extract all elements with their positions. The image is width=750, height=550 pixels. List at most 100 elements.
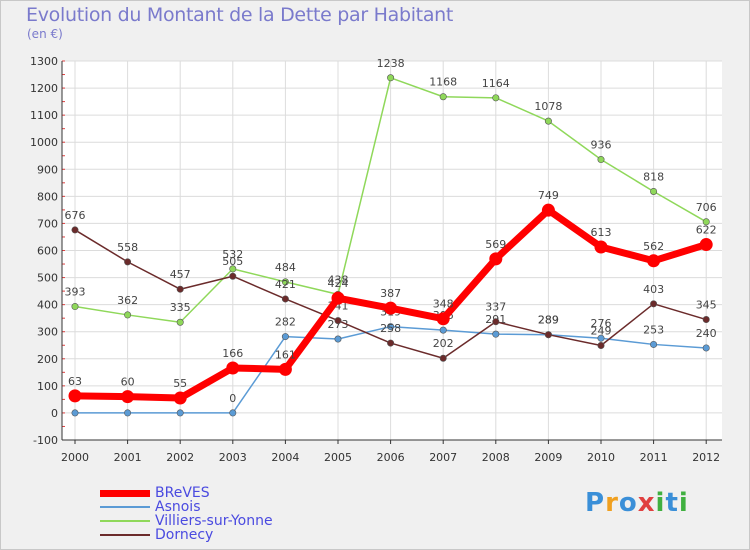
data-label-breves: 562 [643,240,664,253]
data-point-villiers-sur-yonne [597,156,605,164]
data-label-villiers-sur-yonne: 1238 [377,57,405,70]
data-point-breves [173,391,187,405]
y-tick-label: -100 [33,434,58,447]
chart-title: Evolution du Montant de la Dette par Hab… [26,4,454,26]
x-tick-label: 2007 [429,451,457,464]
legend-swatch [100,506,150,508]
data-point-villiers-sur-yonne [387,74,395,82]
data-label-breves: 166 [222,347,243,360]
logo-letter: P [585,488,606,518]
data-point-asnois [176,409,184,417]
data-point-asnois [281,333,289,341]
y-tick-label: 700 [37,217,58,230]
x-tick-label: 2004 [271,451,299,464]
data-point-dornecy [387,339,395,347]
data-label-asnois: 273 [328,318,349,331]
data-label-villiers-sur-yonne: 1078 [534,100,562,113]
data-point-villiers-sur-yonne [492,94,500,102]
data-point-villiers-sur-yonne [439,93,447,101]
y-tick-label: 1200 [30,82,58,95]
data-point-breves [647,254,661,268]
data-point-asnois [702,344,710,352]
data-point-breves [121,390,135,404]
logo-letter: t [665,488,679,518]
data-point-asnois [387,323,395,331]
data-label-villiers-sur-yonne: 532 [222,248,243,261]
y-tick-label: 500 [37,272,58,285]
data-label-villiers-sur-yonne: 438 [328,273,349,286]
data-label-dornecy: 258 [380,322,401,335]
x-tick-label: 2011 [640,451,668,464]
logo-letter: o [618,488,638,518]
legend-item: Dornecy [100,528,213,542]
data-label-dornecy: 202 [433,337,454,350]
y-tick-label: 400 [37,299,58,312]
x-tick-label: 2002 [166,451,194,464]
data-label-villiers-sur-yonne: 335 [170,301,191,314]
data-label-breves: 424 [328,277,349,290]
data-label-villiers-sur-yonne: 936 [591,139,612,152]
data-label-asnois: 276 [591,317,612,330]
data-point-dornecy [492,318,500,326]
data-label-villiers-sur-yonne: 484 [275,261,296,274]
proxiti-logo: Proxiti [585,488,689,518]
data-label-asnois: 289 [538,314,559,327]
data-point-villiers-sur-yonne [281,278,289,286]
legend-label: Villiers-sur-Yonne [155,513,273,529]
data-point-breves [489,252,503,266]
logo-letter: r [605,488,619,518]
data-label-dornecy: 421 [275,278,296,291]
data-label-dornecy: 403 [643,283,664,296]
data-point-breves [541,203,555,217]
data-point-asnois [334,335,342,343]
data-label-dornecy: 249 [591,325,612,338]
data-label-dornecy: 457 [170,268,191,281]
data-label-breves: 387 [380,287,401,300]
data-point-breves [699,238,713,252]
data-label-breves: 161 [275,348,296,361]
data-label-villiers-sur-yonne: 362 [117,294,138,307]
data-point-breves [436,312,450,326]
y-tick-label: 1300 [30,55,58,68]
y-tick-label: 0 [51,407,58,420]
data-point-dornecy [650,300,658,308]
data-point-breves [331,291,345,305]
data-point-asnois [650,340,658,348]
data-point-dornecy [124,258,132,266]
x-tick-label: 2003 [219,451,247,464]
legend-label: Asnois [155,499,201,515]
legend-item: BReVES [100,486,210,500]
y-tick-label: 300 [37,326,58,339]
y-tick-label: 600 [37,245,58,258]
data-label-villiers-sur-yonne: 1164 [482,77,510,90]
data-label-dornecy: 505 [222,255,243,268]
data-point-dornecy [176,285,184,293]
data-point-villiers-sur-yonne [650,187,658,195]
data-point-asnois [124,409,132,417]
y-tick-label: 200 [37,353,58,366]
data-label-villiers-sur-yonne: 818 [643,170,664,183]
data-point-breves [278,362,292,376]
data-point-villiers-sur-yonne [176,318,184,326]
logo-letter: i [678,488,689,518]
data-point-asnois [492,330,500,338]
data-label-dornecy: 289 [538,314,559,327]
data-point-dornecy [334,317,342,325]
data-point-dornecy [439,354,447,362]
data-point-villiers-sur-yonne [71,303,79,311]
data-label-dornecy: 558 [117,241,138,254]
data-point-asnois [597,334,605,342]
x-tick-label: 2000 [61,451,89,464]
data-point-dornecy [597,342,605,350]
data-point-dornecy [229,272,237,280]
data-label-breves: 63 [68,375,82,388]
y-tick-label: 1000 [30,136,58,149]
data-label-dornecy: 337 [485,301,506,314]
data-label-breves: 60 [121,376,135,389]
data-label-villiers-sur-yonne: 393 [65,286,86,299]
x-tick-label: 2001 [114,451,142,464]
data-label-breves: 749 [538,189,559,202]
data-label-breves: 348 [433,298,454,311]
data-point-villiers-sur-yonne [229,265,237,273]
